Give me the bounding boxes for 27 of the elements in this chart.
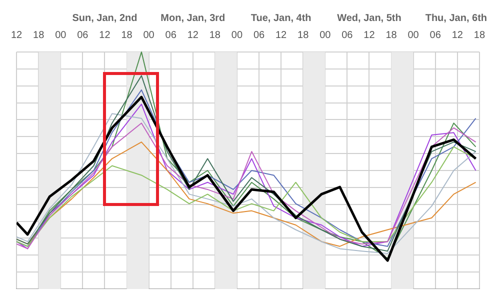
x-tick-label: 06 xyxy=(430,30,442,41)
x-tick-label: 12 xyxy=(11,30,23,41)
text: Mon, Jan, 3rd xyxy=(160,12,226,24)
x-tick-label: 06 xyxy=(342,30,354,41)
x-tick-label: 00 xyxy=(55,30,67,41)
x-tick-label: 06 xyxy=(165,30,177,41)
x-tick-label: 12 xyxy=(364,30,376,41)
x-tick-label: 12 xyxy=(187,30,199,41)
x-tick-label: 12 xyxy=(452,30,464,41)
x-tick-label: 18 xyxy=(209,30,221,41)
x-tick-label: 06 xyxy=(77,30,89,41)
x-tick-label: 06 xyxy=(253,30,266,41)
x-tick-label: 00 xyxy=(143,30,155,41)
text: Sun, Jan, 2nd xyxy=(72,12,138,24)
text: Wed, Jan, 5th xyxy=(337,12,402,24)
x-tick-label: 12 xyxy=(276,30,288,41)
x-tick-label: 18 xyxy=(474,30,486,41)
x-tick-label: 00 xyxy=(320,30,332,41)
text: Tue, Jan, 4th xyxy=(250,12,312,24)
x-tick-label: 00 xyxy=(231,30,243,41)
x-tick-label: 18 xyxy=(33,30,45,41)
x-tick-label: 18 xyxy=(121,30,133,41)
text: Thu, Jan, 6th xyxy=(425,12,487,24)
x-tick-label: 18 xyxy=(386,30,398,41)
x-tick-label: 12 xyxy=(99,30,111,41)
x-tick-label: 00 xyxy=(408,30,420,41)
x-tick-label: 18 xyxy=(298,30,310,41)
